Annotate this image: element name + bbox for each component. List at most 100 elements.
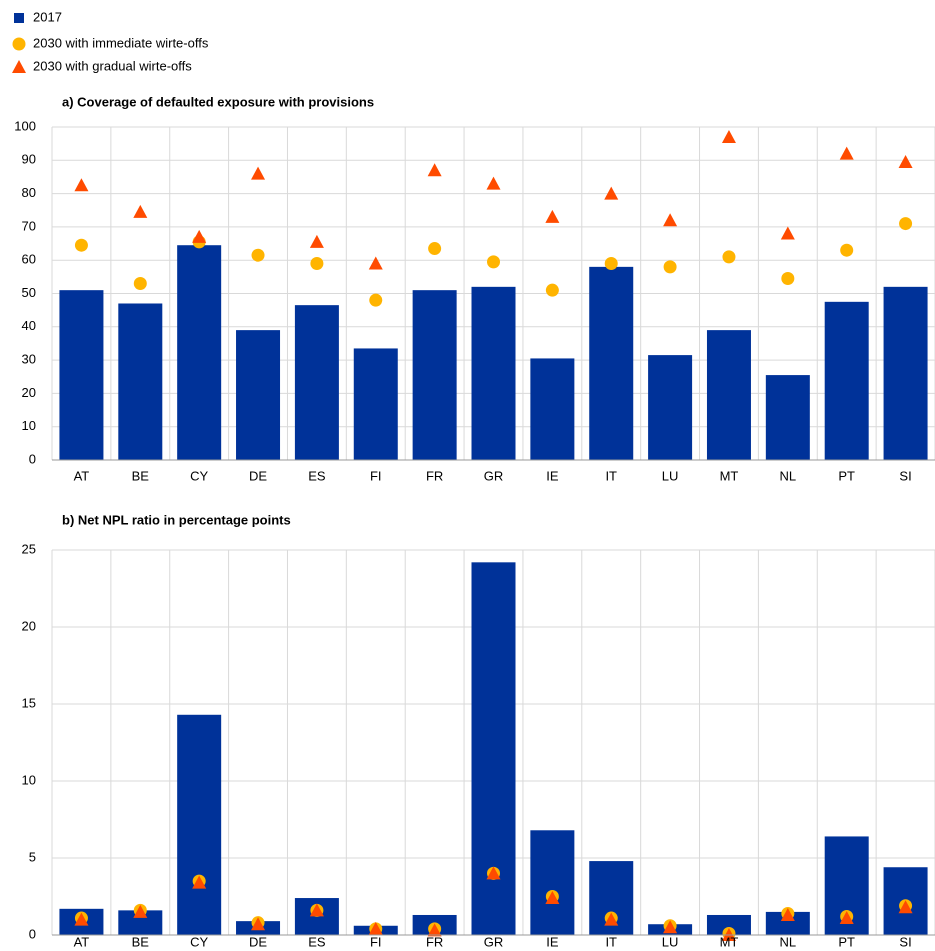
y-tick-label: 15 [22,695,36,710]
bar [530,358,575,460]
circle-marker [369,293,383,307]
y-tick-label: 80 [22,185,36,200]
triangle-marker [74,912,89,926]
circle-marker [545,283,559,297]
x-tick-label: IT [605,468,617,483]
x-tick-label: BE [132,468,150,483]
y-tick-label: 60 [22,252,36,267]
x-tick-label: NL [780,934,797,949]
legend-marker [12,37,26,51]
y-tick-label: 5 [29,849,36,864]
x-tick-label: GR [484,468,504,483]
x-tick-label: IE [546,468,559,483]
triangle-marker [604,186,619,200]
triangle-marker [133,204,148,218]
bar [236,330,281,460]
x-tick-label: IT [605,934,617,949]
triangle-marker [898,154,913,168]
x-tick-label: IE [546,934,559,949]
chart-title: a) Coverage of defaulted exposure with p… [62,94,374,109]
bar [706,330,751,460]
bar [706,914,751,935]
x-tick-label: FI [370,934,382,949]
bar [471,286,516,460]
x-tick-label: FI [370,468,382,483]
circle-marker [74,238,88,252]
triangle-marker [663,213,678,227]
circle-marker [133,277,147,291]
x-tick-label: NL [780,468,797,483]
circle-marker [663,260,677,274]
triangle-marker [368,256,383,270]
y-tick-label: 30 [22,352,36,367]
triangle-marker [663,920,678,934]
circle-marker [310,257,324,271]
bar [412,290,457,460]
bar [294,305,339,460]
y-tick-label: 70 [22,218,36,233]
legend-label: 2030 with immediate wirte-offs [33,35,209,50]
triangle-marker [427,163,442,177]
legend-marker [12,60,26,73]
triangle-marker [368,921,383,935]
circle-marker [604,257,618,271]
triangle-marker [486,866,501,880]
bar [353,348,398,460]
triangle-marker [780,226,795,240]
bar [177,245,222,460]
x-tick-label: SI [899,468,911,483]
triangle-marker [192,229,207,243]
triangle-marker [251,166,266,180]
x-tick-label: AT [74,934,90,949]
x-tick-label: LU [662,934,679,949]
triangle-marker [309,234,324,248]
x-tick-label: GR [484,934,504,949]
y-tick-label: 40 [22,318,36,333]
y-tick-label: 25 [22,541,36,556]
bar [883,286,928,460]
circle-marker [781,272,795,286]
x-tick-label: ES [308,934,326,949]
chart-title: b) Net NPL ratio in percentage points [62,512,291,527]
y-tick-label: 20 [22,618,36,633]
triangle-marker [545,891,560,905]
x-tick-label: MT [720,468,739,483]
x-tick-label: CY [190,934,208,949]
y-tick-label: 0 [29,926,36,941]
legend-label: 2017 [33,9,62,24]
x-tick-label: CY [190,468,208,483]
x-tick-label: AT [74,468,90,483]
bar [765,911,810,935]
x-tick-label: FR [426,468,443,483]
triangle-marker [427,923,442,937]
legend-label: 2030 with gradual wirte-offs [33,58,192,73]
bar [589,266,634,460]
bar [177,714,222,935]
triangle-marker [839,911,854,925]
triangle-marker [74,178,89,192]
triangle-marker [604,912,619,926]
circle-marker [840,243,854,257]
x-tick-label: DE [249,934,267,949]
circle-marker [251,248,265,262]
triangle-marker [839,146,854,160]
triangle-marker [133,904,148,918]
y-tick-label: 50 [22,285,36,300]
bar [765,375,810,460]
triangle-marker [780,907,795,921]
y-tick-label: 0 [29,451,36,466]
triangle-marker [486,176,501,190]
triangle-marker [721,129,736,143]
circle-marker [899,217,913,231]
x-tick-label: FR [426,934,443,949]
bar [118,303,163,460]
x-tick-label: DE [249,468,267,483]
y-tick-label: 100 [14,118,36,133]
x-tick-label: MT [720,934,739,949]
y-tick-label: 20 [22,385,36,400]
triangle-marker [545,209,560,223]
circle-marker [428,242,442,256]
triangle-marker [309,903,324,917]
x-tick-label: ES [308,468,326,483]
